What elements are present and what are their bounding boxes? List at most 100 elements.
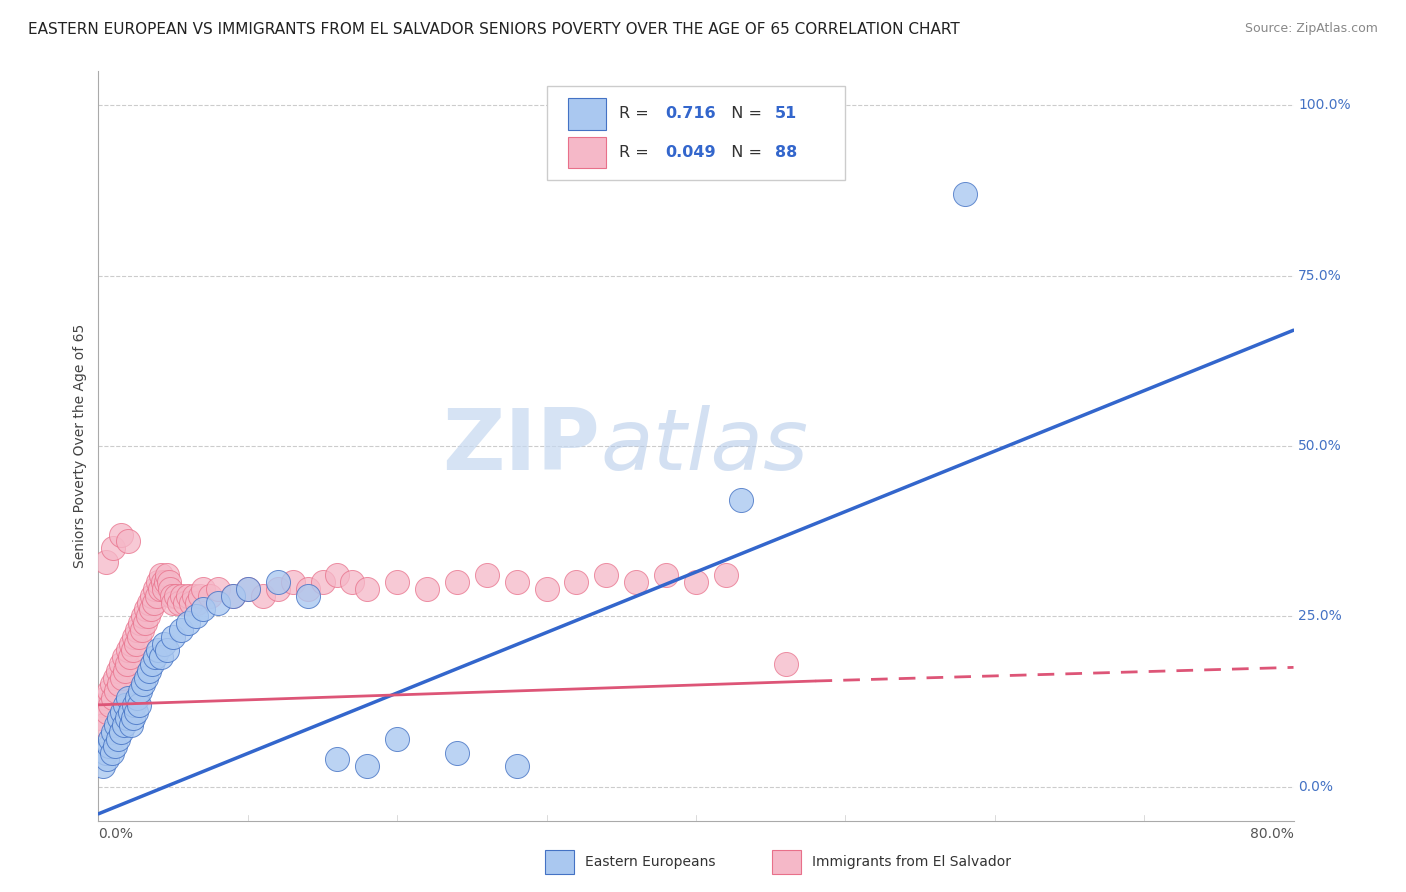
Point — [143, 582, 166, 596]
Point — [167, 596, 190, 610]
Point — [118, 650, 141, 665]
Point — [565, 575, 588, 590]
Point — [416, 582, 439, 596]
Point — [94, 691, 117, 706]
Point — [91, 698, 114, 712]
Point — [103, 691, 125, 706]
Point — [103, 725, 125, 739]
Point — [97, 684, 120, 698]
Point — [107, 731, 129, 746]
Point — [149, 582, 172, 596]
Text: N =: N = — [721, 106, 768, 121]
Point — [165, 589, 187, 603]
Point — [356, 582, 378, 596]
Text: 50.0%: 50.0% — [1298, 439, 1341, 453]
Point — [188, 589, 211, 603]
Point — [155, 575, 177, 590]
Point — [108, 677, 131, 691]
Point — [132, 609, 155, 624]
Point — [138, 664, 160, 678]
Point — [98, 698, 122, 712]
Point — [127, 623, 149, 637]
Point — [281, 575, 304, 590]
FancyBboxPatch shape — [772, 850, 801, 874]
Point — [125, 705, 148, 719]
Point — [108, 711, 131, 725]
Point — [110, 657, 132, 671]
Point — [128, 698, 150, 712]
Point — [90, 711, 112, 725]
Point — [115, 657, 138, 671]
Point — [153, 582, 176, 596]
Text: 0.0%: 0.0% — [98, 828, 134, 841]
Point — [135, 671, 157, 685]
Point — [117, 643, 139, 657]
Point — [124, 698, 146, 712]
Point — [200, 589, 222, 603]
Point — [141, 589, 163, 603]
Point — [141, 657, 163, 671]
Text: atlas: atlas — [600, 404, 808, 488]
Point — [207, 596, 229, 610]
Point — [117, 691, 139, 706]
Point — [730, 493, 752, 508]
Point — [101, 746, 124, 760]
Point — [121, 643, 143, 657]
Point — [156, 568, 179, 582]
Point — [94, 746, 117, 760]
Point — [177, 589, 200, 603]
Point — [120, 636, 142, 650]
Text: Source: ZipAtlas.com: Source: ZipAtlas.com — [1244, 22, 1378, 36]
Point — [183, 589, 205, 603]
Text: 51: 51 — [775, 106, 797, 121]
Point — [114, 698, 136, 712]
Point — [131, 623, 153, 637]
Point — [326, 568, 349, 582]
Point — [446, 575, 468, 590]
Point — [132, 677, 155, 691]
Point — [104, 671, 127, 685]
Point — [117, 534, 139, 549]
Point — [191, 602, 214, 616]
Text: Eastern Europeans: Eastern Europeans — [585, 855, 716, 869]
Point — [326, 752, 349, 766]
Point — [174, 596, 197, 610]
Point — [118, 705, 141, 719]
Point — [142, 596, 165, 610]
Point — [536, 582, 558, 596]
Point — [120, 718, 142, 732]
Text: 0.716: 0.716 — [665, 106, 716, 121]
Point — [94, 555, 117, 569]
Point — [110, 527, 132, 541]
Point — [595, 568, 617, 582]
Point — [156, 643, 179, 657]
Text: N =: N = — [721, 145, 768, 160]
Point — [138, 596, 160, 610]
Point — [107, 664, 129, 678]
Point — [385, 731, 409, 746]
FancyBboxPatch shape — [568, 98, 606, 129]
Point — [506, 759, 529, 773]
Point — [129, 684, 152, 698]
Point — [297, 582, 319, 596]
Point — [162, 596, 184, 610]
Point — [143, 650, 166, 665]
Point — [111, 705, 134, 719]
Text: 25.0%: 25.0% — [1298, 609, 1341, 624]
Point — [446, 746, 468, 760]
Point — [134, 616, 156, 631]
Text: 75.0%: 75.0% — [1298, 268, 1341, 283]
Text: 88: 88 — [775, 145, 797, 160]
Point — [685, 575, 707, 590]
Point — [97, 739, 120, 753]
Point — [162, 630, 184, 644]
Point — [101, 677, 124, 691]
Point — [111, 671, 134, 685]
Point — [148, 575, 170, 590]
Y-axis label: Seniors Poverty Over the Age of 65: Seniors Poverty Over the Age of 65 — [73, 324, 87, 568]
Point — [98, 731, 122, 746]
Point — [506, 575, 529, 590]
Point — [150, 568, 173, 582]
Point — [157, 575, 180, 590]
Point — [159, 582, 181, 596]
